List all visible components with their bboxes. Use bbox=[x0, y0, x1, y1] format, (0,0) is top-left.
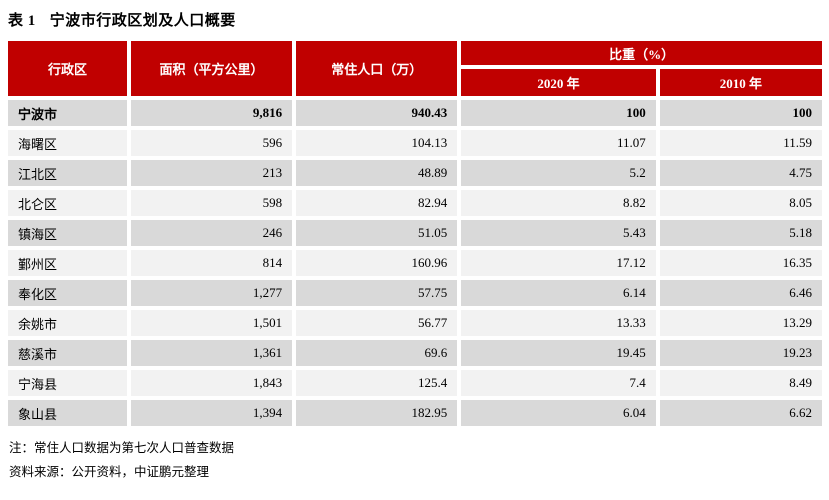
area-cell: 596 bbox=[130, 130, 293, 156]
population-cell: 51.05 bbox=[296, 220, 458, 246]
area-cell: 246 bbox=[130, 220, 293, 246]
population-cell: 160.96 bbox=[296, 250, 458, 276]
population-cell: 940.43 bbox=[296, 100, 458, 126]
share-2010-cell: 6.46 bbox=[659, 280, 822, 306]
footnotes: 注：常住人口数据为第七次人口普查数据 资料来源：公开资料，中证鹏元整理 bbox=[9, 436, 822, 484]
header-population: 常住人口（万） bbox=[296, 41, 458, 96]
source-line: 资料来源：公开资料，中证鹏元整理 bbox=[9, 465, 210, 479]
share-2010-cell: 6.62 bbox=[659, 400, 822, 426]
region-cell: 鄞州区 bbox=[8, 250, 127, 276]
area-cell: 1,394 bbox=[130, 400, 293, 426]
share-2010-cell: 8.05 bbox=[659, 190, 822, 216]
share-2010-cell: 13.29 bbox=[659, 310, 822, 336]
header-area: 面积（平方公里） bbox=[130, 41, 293, 96]
table-row: 慈溪市 1,361 69.6 19.45 19.23 bbox=[8, 340, 822, 366]
share-2010-cell: 19.23 bbox=[659, 340, 822, 366]
population-cell: 125.4 bbox=[296, 370, 458, 396]
note-line: 注：常住人口数据为第七次人口普查数据 bbox=[9, 441, 235, 455]
population-cell: 69.6 bbox=[296, 340, 458, 366]
share-2020-cell: 13.33 bbox=[461, 310, 656, 336]
table-row: 北仑区 598 82.94 8.82 8.05 bbox=[8, 190, 822, 216]
table-number-label: 表 1 bbox=[8, 13, 36, 29]
region-cell: 海曙区 bbox=[8, 130, 127, 156]
share-2010-cell: 11.59 bbox=[659, 130, 822, 156]
share-2020-cell: 6.14 bbox=[461, 280, 656, 306]
population-cell: 56.77 bbox=[296, 310, 458, 336]
table-header: 行政区 面积（平方公里） 常住人口（万） 比重（%） 2020 年 2010 年 bbox=[8, 41, 822, 96]
table-row: 象山县 1,394 182.95 6.04 6.62 bbox=[8, 400, 822, 426]
region-cell: 宁海县 bbox=[8, 370, 127, 396]
area-cell: 1,277 bbox=[130, 280, 293, 306]
table-row: 宁海县 1,843 125.4 7.4 8.49 bbox=[8, 370, 822, 396]
share-2020-cell: 17.12 bbox=[461, 250, 656, 276]
share-2020-cell: 6.04 bbox=[461, 400, 656, 426]
population-cell: 182.95 bbox=[296, 400, 458, 426]
share-2020-cell: 19.45 bbox=[461, 340, 656, 366]
share-2020-cell: 100 bbox=[461, 100, 656, 126]
share-2010-cell: 16.35 bbox=[659, 250, 822, 276]
region-cell: 镇海区 bbox=[8, 220, 127, 246]
table-row: 鄞州区 814 160.96 17.12 16.35 bbox=[8, 250, 822, 276]
area-cell: 1,501 bbox=[130, 310, 293, 336]
header-region: 行政区 bbox=[8, 41, 127, 96]
share-2010-cell: 5.18 bbox=[659, 220, 822, 246]
region-cell: 北仑区 bbox=[8, 190, 127, 216]
region-cell: 奉化区 bbox=[8, 280, 127, 306]
table-title: 表 1 宁波市行政区划及人口概要 bbox=[8, 9, 822, 30]
region-cell: 宁波市 bbox=[8, 100, 127, 126]
area-cell: 9,816 bbox=[130, 100, 293, 126]
population-cell: 104.13 bbox=[296, 130, 458, 156]
area-cell: 814 bbox=[130, 250, 293, 276]
area-cell: 213 bbox=[130, 160, 293, 186]
share-2010-cell: 8.49 bbox=[659, 370, 822, 396]
area-cell: 1,843 bbox=[130, 370, 293, 396]
table-row: 镇海区 246 51.05 5.43 5.18 bbox=[8, 220, 822, 246]
population-cell: 48.89 bbox=[296, 160, 458, 186]
share-2020-cell: 11.07 bbox=[461, 130, 656, 156]
table-row: 余姚市 1,501 56.77 13.33 13.29 bbox=[8, 310, 822, 336]
header-year-2020: 2020 年 bbox=[461, 69, 656, 96]
area-cell: 598 bbox=[130, 190, 293, 216]
share-2020-cell: 5.43 bbox=[461, 220, 656, 246]
area-cell: 1,361 bbox=[130, 340, 293, 366]
region-cell: 江北区 bbox=[8, 160, 127, 186]
table-body: 宁波市 9,816 940.43 100 100 海曙区 596 104.13 11.07 11.… bbox=[8, 100, 822, 426]
region-population-table: 行政区 面积（平方公里） 常住人口（万） 比重（%） 2020 年 2010 年… bbox=[4, 37, 826, 430]
region-cell: 象山县 bbox=[8, 400, 127, 426]
table-row: 奉化区 1,277 57.75 6.14 6.46 bbox=[8, 280, 822, 306]
table-row: 宁波市 9,816 940.43 100 100 bbox=[8, 100, 822, 126]
header-share: 比重（%） bbox=[461, 41, 822, 65]
share-2020-cell: 7.4 bbox=[461, 370, 656, 396]
table-row: 江北区 213 48.89 5.2 4.75 bbox=[8, 160, 822, 186]
population-cell: 57.75 bbox=[296, 280, 458, 306]
share-2010-cell: 4.75 bbox=[659, 160, 822, 186]
population-cell: 82.94 bbox=[296, 190, 458, 216]
share-2020-cell: 8.82 bbox=[461, 190, 656, 216]
share-2020-cell: 5.2 bbox=[461, 160, 656, 186]
page: 表 1 宁波市行政区划及人口概要 行政区 面积（平方公里） 常住人口（万） 比重（… bbox=[4, 9, 826, 484]
header-year-2010: 2010 年 bbox=[659, 69, 822, 96]
region-cell: 余姚市 bbox=[8, 310, 127, 336]
table-row: 海曙区 596 104.13 11.07 11.59 bbox=[8, 130, 822, 156]
share-2010-cell: 100 bbox=[659, 100, 822, 126]
region-cell: 慈溪市 bbox=[8, 340, 127, 366]
table-title-text: 宁波市行政区划及人口概要 bbox=[49, 13, 236, 29]
